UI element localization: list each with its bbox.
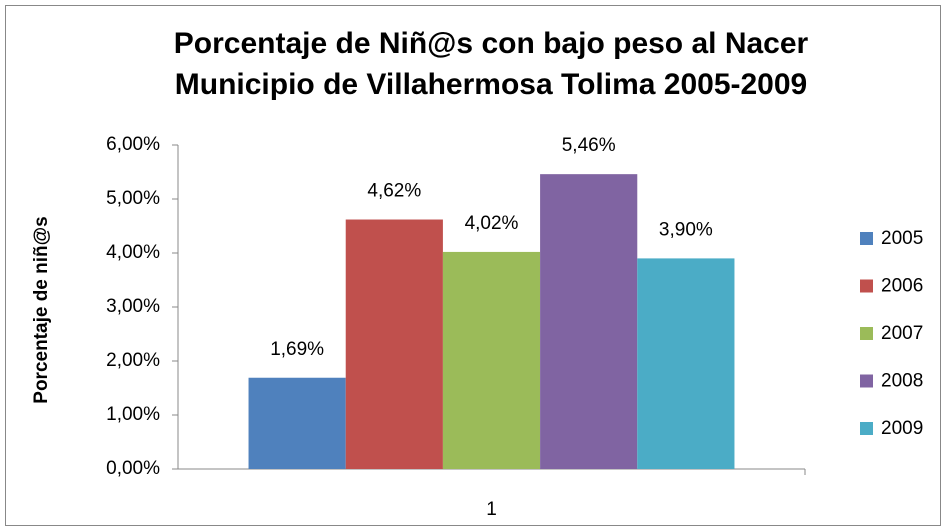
bar bbox=[345, 219, 443, 469]
legend-swatch bbox=[860, 374, 873, 388]
legend-swatch bbox=[860, 232, 873, 245]
legend-label: 2007 bbox=[881, 323, 923, 344]
y-tick-label: 1,00% bbox=[106, 404, 160, 425]
data-label: 1,69% bbox=[270, 339, 324, 360]
y-tick-label: 6,00% bbox=[106, 134, 160, 155]
legend-swatch bbox=[860, 279, 873, 293]
bar bbox=[637, 258, 735, 469]
y-tick-label: 5,00% bbox=[106, 188, 160, 209]
data-label: 4,62% bbox=[367, 181, 421, 202]
chart-title: Municipio de Villahermosa Tolima 2005-20… bbox=[175, 68, 807, 101]
bar bbox=[248, 377, 346, 469]
legend-swatch bbox=[860, 422, 873, 435]
y-tick-label: 3,00% bbox=[106, 296, 160, 317]
data-label: 5,46% bbox=[562, 135, 616, 156]
legend-label: 2005 bbox=[881, 228, 923, 249]
x-tick-label: 1 bbox=[486, 499, 497, 520]
data-label: 3,90% bbox=[659, 219, 713, 240]
y-tick-label: 2,00% bbox=[106, 350, 160, 371]
y-tick-label: 4,00% bbox=[106, 242, 160, 263]
bar bbox=[442, 251, 541, 469]
y-axis-label: Porcentaje de niñ@s bbox=[31, 216, 52, 403]
bar bbox=[540, 174, 638, 469]
chart-title: Porcentaje de Niñ@s con bajo peso al Nac… bbox=[174, 27, 809, 60]
data-label: 4,02% bbox=[465, 213, 519, 234]
y-tick-label: 0,00% bbox=[106, 458, 160, 479]
legend-label: 2006 bbox=[881, 276, 923, 297]
legend-label: 2009 bbox=[881, 418, 923, 439]
legend-label: 2008 bbox=[881, 371, 923, 392]
legend-swatch bbox=[860, 327, 873, 340]
